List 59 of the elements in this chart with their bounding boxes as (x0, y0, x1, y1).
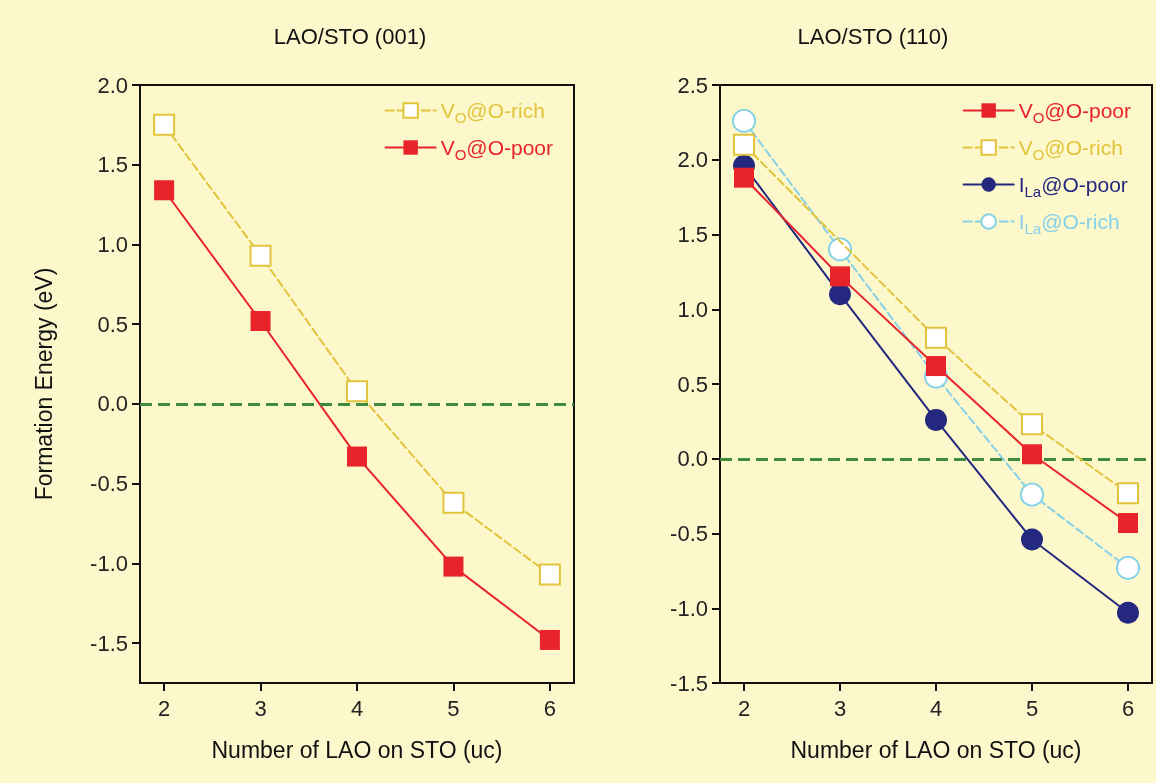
x-tick-label: 4 (350, 695, 364, 721)
point (734, 167, 754, 188)
y-tick-label: 1.0 (97, 231, 128, 257)
y-tick-label: -0.5 (670, 521, 708, 546)
point (1021, 528, 1043, 551)
x-tick-label: 5 (447, 695, 460, 721)
point (828, 237, 852, 262)
x-tick-label: 6 (543, 695, 557, 721)
y-tick-label: 2.0 (677, 147, 708, 173)
point (1117, 601, 1139, 624)
point (443, 556, 464, 577)
point (538, 563, 561, 586)
point (1020, 482, 1044, 507)
y-tick-label: 2.5 (677, 72, 708, 98)
y-axis-title: Formation Energy (eV) (30, 267, 57, 501)
y-tick-label: -1.0 (670, 595, 708, 621)
point (1116, 555, 1140, 580)
point (153, 113, 176, 136)
point (1118, 513, 1138, 534)
x-tick-label: 3 (254, 695, 267, 721)
point (346, 380, 368, 403)
point (926, 356, 946, 377)
point (925, 326, 947, 349)
y-tick-label: 1.5 (97, 152, 128, 178)
point (1021, 413, 1043, 436)
y-tick-label: -1.5 (670, 670, 708, 696)
point (925, 408, 947, 431)
x-tick-label: 6 (1121, 695, 1135, 721)
x-tick-label: 2 (157, 695, 171, 721)
point (249, 244, 272, 267)
y-tick-label: 0.0 (677, 446, 708, 472)
y-tick-label: 0.0 (97, 391, 128, 417)
y-tick-label: -0.5 (90, 471, 128, 497)
x-tick-label: 5 (1025, 695, 1039, 721)
y-tick-label: 2.0 (97, 72, 128, 98)
point (250, 311, 271, 332)
point (539, 629, 560, 650)
y-tick-label: -1.5 (90, 630, 128, 656)
chart-title: LAO/STO (001) (273, 23, 427, 49)
point (732, 108, 756, 133)
point (1022, 444, 1042, 465)
y-tick-label: 0.5 (677, 371, 708, 397)
point (154, 180, 175, 201)
y-tick-label: -1.0 (90, 550, 128, 576)
chart-title: LAO/STO (110) (797, 23, 949, 49)
x-axis-title: Number of LAO on STO (uc) (211, 736, 503, 763)
point (830, 266, 850, 287)
point (829, 283, 851, 306)
x-tick-label: 3 (833, 695, 847, 721)
point (1117, 482, 1139, 505)
point (442, 491, 465, 514)
x-tick-label: 4 (929, 695, 943, 721)
y-tick-label: 0.5 (97, 311, 128, 337)
y-tick-label: 1.5 (677, 222, 708, 247)
point (733, 133, 755, 156)
point (347, 446, 367, 467)
y-tick-label: 1.0 (677, 296, 708, 322)
x-axis-title: Number of LAO on STO (uc) (790, 736, 1082, 763)
x-tick-label: 2 (737, 695, 751, 721)
